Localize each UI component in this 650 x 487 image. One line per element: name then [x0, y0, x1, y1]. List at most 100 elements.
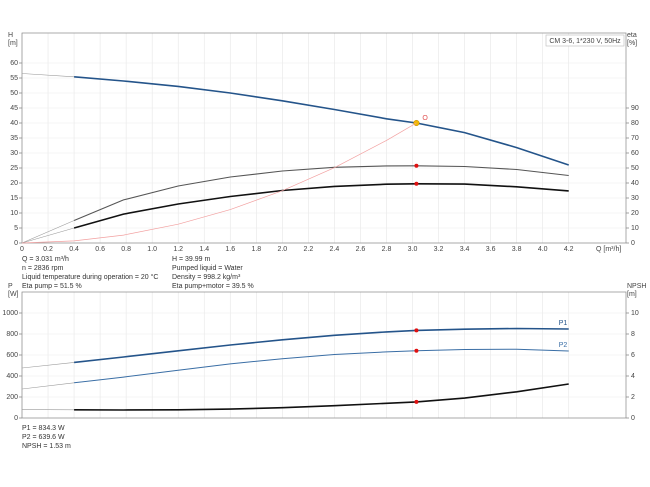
y-axis-label: P	[8, 283, 13, 290]
y2-tick-label: 90	[631, 105, 639, 112]
y-tick-label: 400	[6, 373, 18, 380]
x-tick-label: 3.8	[512, 246, 522, 253]
x-tick-label: 2.2	[304, 246, 314, 253]
x-tick-label: 2.8	[382, 246, 392, 253]
y2-tick-label: 8	[631, 331, 635, 338]
y2-axis-label: NPSH	[627, 283, 646, 290]
plot-frame	[21, 32, 627, 244]
x-tick-label: 3.6	[486, 246, 496, 253]
y2-tick-label: 0	[631, 415, 635, 422]
y-tick-label: 40	[10, 120, 18, 127]
x-tick-label: 1.8	[251, 246, 261, 253]
curve-extension	[21, 220, 75, 244]
y2-tick-label: 6	[631, 352, 635, 359]
info-text: Eta pump+motor = 39.5 %	[172, 283, 254, 290]
x-tick-label: 1.6	[225, 246, 235, 253]
y-tick-label: 800	[6, 331, 18, 338]
y2-tick-label: 40	[631, 180, 639, 187]
x-tick-label: 2.4	[330, 246, 340, 253]
x-tick-label: 4.0	[538, 246, 548, 253]
legend-label: P1	[559, 320, 568, 327]
y2-tick-label: 2	[631, 394, 635, 401]
info-text: Q = 3.031 m³/h	[22, 256, 69, 263]
info-text: NPSH = 1.53 m	[22, 443, 71, 450]
x-tick-label: 3.0	[408, 246, 418, 253]
curve	[73, 165, 569, 222]
x-tick-label: 3.4	[460, 246, 470, 253]
info-text: H = 39.99 m	[172, 256, 210, 263]
y2-tick-label: 4	[631, 373, 635, 380]
chart-title: CM 3-6, 1*230 V, 50Hz	[549, 38, 621, 45]
y2-tick-label: 0	[631, 240, 635, 247]
y-tick-label: 1000	[2, 310, 18, 317]
y-tick-label: 45	[10, 105, 18, 112]
y2-tick-label: 20	[631, 210, 639, 217]
y-tick-label: 0	[14, 415, 18, 422]
y2-axis-unit: [m]	[627, 291, 637, 298]
y-axis-unit: [W]	[8, 291, 19, 298]
curve-extension	[21, 73, 75, 78]
y-tick-label: 15	[10, 195, 18, 202]
y-axis-unit: [m]	[8, 40, 18, 47]
x-tick-label: 0.6	[95, 246, 105, 253]
y-tick-label: 35	[10, 135, 18, 142]
x-tick-label: 0.2	[43, 246, 53, 253]
y2-tick-label: 70	[631, 135, 639, 142]
y2-axis-label: eta	[627, 32, 637, 39]
x-tick-label: 1.0	[147, 246, 157, 253]
y-tick-label: 5	[14, 225, 18, 232]
y-tick-label: 30	[10, 150, 18, 157]
y2-tick-label: 60	[631, 150, 639, 157]
y-tick-label: 60	[10, 60, 18, 67]
operating-point	[414, 348, 419, 353]
x-tick-label: 1.4	[199, 246, 209, 253]
info-text: Density = 998.2 kg/m³	[172, 274, 241, 281]
curve	[21, 122, 417, 244]
info-text: Liquid temperature during operation = 20…	[22, 273, 158, 281]
y2-tick-label: 80	[631, 120, 639, 127]
legend-label: P2	[559, 342, 568, 349]
y2-axis-unit: [%]	[627, 40, 637, 47]
curve	[74, 348, 569, 384]
y-tick-label: 600	[6, 352, 18, 359]
title-box	[545, 34, 625, 47]
operating-point	[413, 119, 420, 127]
curve	[73, 182, 569, 229]
curve	[74, 76, 569, 166]
curve-extension	[21, 227, 75, 244]
y-tick-label: 10	[10, 210, 18, 217]
operating-label: O	[422, 115, 428, 122]
curve	[74, 383, 569, 411]
operating-point	[414, 328, 419, 333]
x-tick-label: 1.2	[173, 246, 183, 253]
info-text: Eta pump = 51.5 %	[22, 283, 82, 290]
x-axis-label: Q [m³/h]	[596, 246, 621, 253]
info-text: P1 = 834.3 W	[22, 425, 65, 432]
y-tick-label: 200	[6, 394, 18, 401]
curve-extension	[21, 362, 75, 369]
info-text: n = 2836 rpm	[22, 265, 64, 272]
x-tick-label: 0.4	[69, 246, 79, 253]
operating-point	[414, 181, 419, 186]
curve	[74, 327, 569, 364]
y-tick-label: 50	[10, 90, 18, 97]
operating-point	[414, 163, 419, 168]
y2-tick-label: 50	[631, 165, 639, 172]
y-tick-label: 20	[10, 180, 18, 187]
info-text: P2 = 639.6 W	[22, 434, 65, 441]
x-tick-label: 2.6	[356, 246, 366, 253]
x-tick-label: 0.8	[121, 246, 131, 253]
x-tick-label: 3.2	[434, 246, 444, 253]
y2-tick-label: 30	[631, 195, 639, 202]
info-text: Pumped liquid = Water	[172, 265, 243, 272]
y2-tick-label: 10	[631, 310, 639, 317]
y-tick-label: 0	[14, 240, 18, 247]
y-axis-label: H	[8, 32, 13, 39]
plot-frame	[21, 291, 627, 419]
x-tick-label: 4.2	[564, 246, 574, 253]
curve-extension	[21, 382, 75, 390]
operating-point	[414, 399, 419, 404]
x-tick-label: 2.0	[277, 246, 287, 253]
x-tick-label: 0	[20, 246, 24, 253]
